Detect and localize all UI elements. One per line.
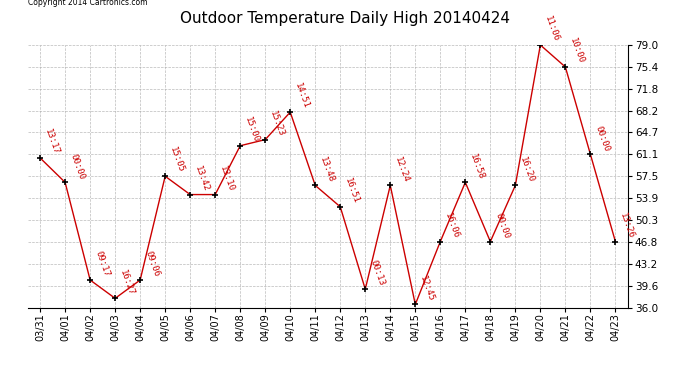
Text: 09:17: 09:17 xyxy=(93,250,111,278)
Text: 13:10: 13:10 xyxy=(218,164,236,193)
Text: 13:17: 13:17 xyxy=(43,128,61,156)
Text: 15:23: 15:23 xyxy=(268,110,286,138)
Text: 13:48: 13:48 xyxy=(318,155,336,184)
Text: 13:26: 13:26 xyxy=(618,211,636,240)
Text: 12:45: 12:45 xyxy=(418,274,436,303)
Text: Temperature (°F): Temperature (°F) xyxy=(515,3,609,13)
Text: 13:42: 13:42 xyxy=(193,164,211,193)
Text: 00:00: 00:00 xyxy=(493,211,511,240)
Text: 00:00: 00:00 xyxy=(68,152,86,180)
Text: 00:00: 00:00 xyxy=(593,124,611,153)
Text: Outdoor Temperature Daily High 20140424: Outdoor Temperature Daily High 20140424 xyxy=(180,11,510,26)
Text: 09:06: 09:06 xyxy=(143,250,161,278)
Text: 16:06: 16:06 xyxy=(443,211,461,240)
Text: 16:51: 16:51 xyxy=(343,177,361,205)
Text: 14:51: 14:51 xyxy=(293,82,311,110)
Text: 11:06: 11:06 xyxy=(543,15,561,43)
Text: 15:05: 15:05 xyxy=(168,146,186,174)
Text: Copyright 2014 Cartronics.com: Copyright 2014 Cartronics.com xyxy=(28,0,147,7)
Text: 15:00: 15:00 xyxy=(243,116,261,144)
Text: 00:13: 00:13 xyxy=(368,259,386,287)
Text: 16:58: 16:58 xyxy=(469,152,486,180)
Text: 16:20: 16:20 xyxy=(518,155,536,184)
Text: 10:00: 10:00 xyxy=(569,37,586,65)
FancyBboxPatch shape xyxy=(496,0,628,20)
Text: 16:27: 16:27 xyxy=(118,268,136,297)
Text: 12:24: 12:24 xyxy=(393,155,411,184)
